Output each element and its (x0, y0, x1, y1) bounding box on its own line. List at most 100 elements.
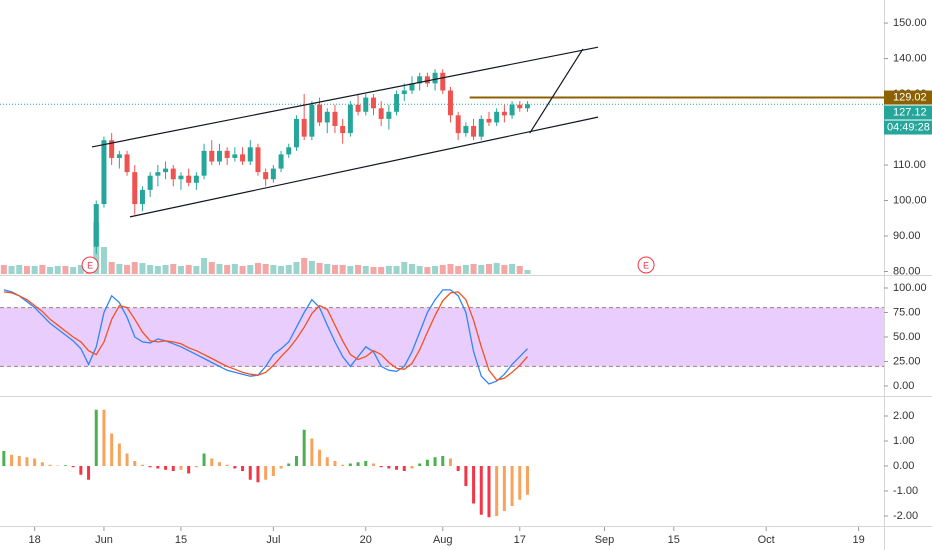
candle-body (240, 154, 246, 162)
x-tick-label: 15 (668, 534, 680, 546)
candle-body (247, 147, 253, 162)
candle-body (386, 111, 392, 119)
volume-bar (170, 264, 177, 274)
volume-bar (23, 266, 30, 274)
histogram-bar (79, 466, 83, 475)
volume-bar (424, 267, 431, 274)
histogram-bar (241, 466, 245, 471)
price-label-box (884, 105, 932, 120)
histogram-bar (348, 463, 352, 466)
candle-body (478, 118, 484, 137)
volume-bar (70, 267, 77, 274)
volume-bar (301, 258, 308, 274)
y-tick-label: 0.00 (893, 380, 914, 392)
candle-body (224, 150, 230, 158)
volume-bar (201, 258, 208, 274)
candle-body (109, 140, 115, 158)
candle-body (409, 83, 415, 91)
volume-bar (147, 265, 154, 274)
histogram-bar (525, 466, 529, 495)
x-tick-label: 17 (514, 534, 526, 546)
event-marker (81, 256, 99, 274)
volume-bar (278, 266, 285, 274)
y-tick-label: 110.00 (893, 159, 926, 171)
y-tick-label: 140.00 (893, 52, 927, 64)
histogram-bar (248, 466, 252, 480)
volume-bar (516, 266, 523, 274)
histogram-bar (202, 453, 206, 466)
histogram-bar (318, 449, 322, 466)
y-tick-label: 0.00 (893, 460, 914, 472)
volume-bar (447, 264, 454, 274)
volume-bar (370, 267, 377, 274)
histogram-bar (271, 466, 275, 476)
volume-bar (124, 265, 131, 274)
candle-body (440, 72, 446, 91)
candle-body (255, 147, 261, 173)
trendline (529, 48, 584, 134)
histogram-bar (387, 466, 391, 469)
y-tick-label: 75.00 (893, 306, 921, 318)
histogram-bar (179, 466, 183, 470)
trendline (91, 46, 599, 148)
indicator-line (3, 291, 528, 381)
candle-body (363, 97, 369, 112)
candle-body (401, 90, 407, 95)
volume-bar (231, 264, 238, 274)
histogram-bar (25, 457, 29, 466)
volume-bar (385, 266, 392, 274)
volume-bar (62, 266, 69, 274)
candle-body (432, 72, 438, 84)
candle-body (163, 168, 169, 173)
x-tick-label: Jul (266, 534, 280, 546)
histogram-bar (63, 465, 67, 466)
x-tick-label: Jun (95, 534, 113, 546)
volume-bar (216, 264, 223, 274)
volume-bar (485, 264, 492, 274)
histogram-bar (56, 465, 60, 466)
histogram-bar (441, 456, 445, 466)
volume-bar (0, 265, 7, 274)
candle-body (394, 94, 400, 112)
volume-bar (177, 266, 184, 274)
histogram-bar (48, 464, 52, 466)
histogram-bar (2, 451, 6, 466)
volume-bar (439, 265, 446, 274)
histogram-bar (294, 456, 298, 466)
histogram-bar (425, 459, 429, 466)
histogram-bar (264, 466, 268, 480)
volume-bar (524, 270, 531, 274)
candle-body (270, 168, 276, 180)
candle-body (286, 147, 292, 155)
volume-bar (239, 266, 246, 274)
histogram-bar (140, 464, 144, 466)
candle-body (216, 150, 222, 162)
volume-bar (47, 267, 54, 274)
volume-bar (285, 265, 292, 274)
candle-body (378, 108, 384, 119)
volume-bar (362, 266, 369, 274)
y-tick-label: 25.00 (893, 355, 921, 367)
volume-bar (154, 266, 161, 274)
histogram-bar (256, 466, 260, 483)
x-tick-label: 18 (29, 534, 41, 546)
histogram-bar (495, 466, 499, 516)
volume-bar (308, 261, 315, 274)
histogram-bar (364, 461, 368, 466)
histogram-bar (71, 466, 75, 468)
histogram-bar (210, 458, 214, 466)
volume-bar (77, 265, 84, 274)
histogram-bar (94, 409, 98, 466)
volume-bar (331, 265, 338, 274)
volume-bar (455, 266, 462, 274)
histogram-bar (17, 456, 21, 466)
volume-bar (270, 265, 277, 274)
histogram-bar (117, 443, 121, 466)
candle-body (424, 76, 430, 84)
candle-body (370, 97, 376, 109)
volume-bar (401, 262, 408, 274)
candle-body (139, 189, 145, 205)
histogram-bar (410, 466, 414, 469)
volume-bar (116, 264, 123, 274)
